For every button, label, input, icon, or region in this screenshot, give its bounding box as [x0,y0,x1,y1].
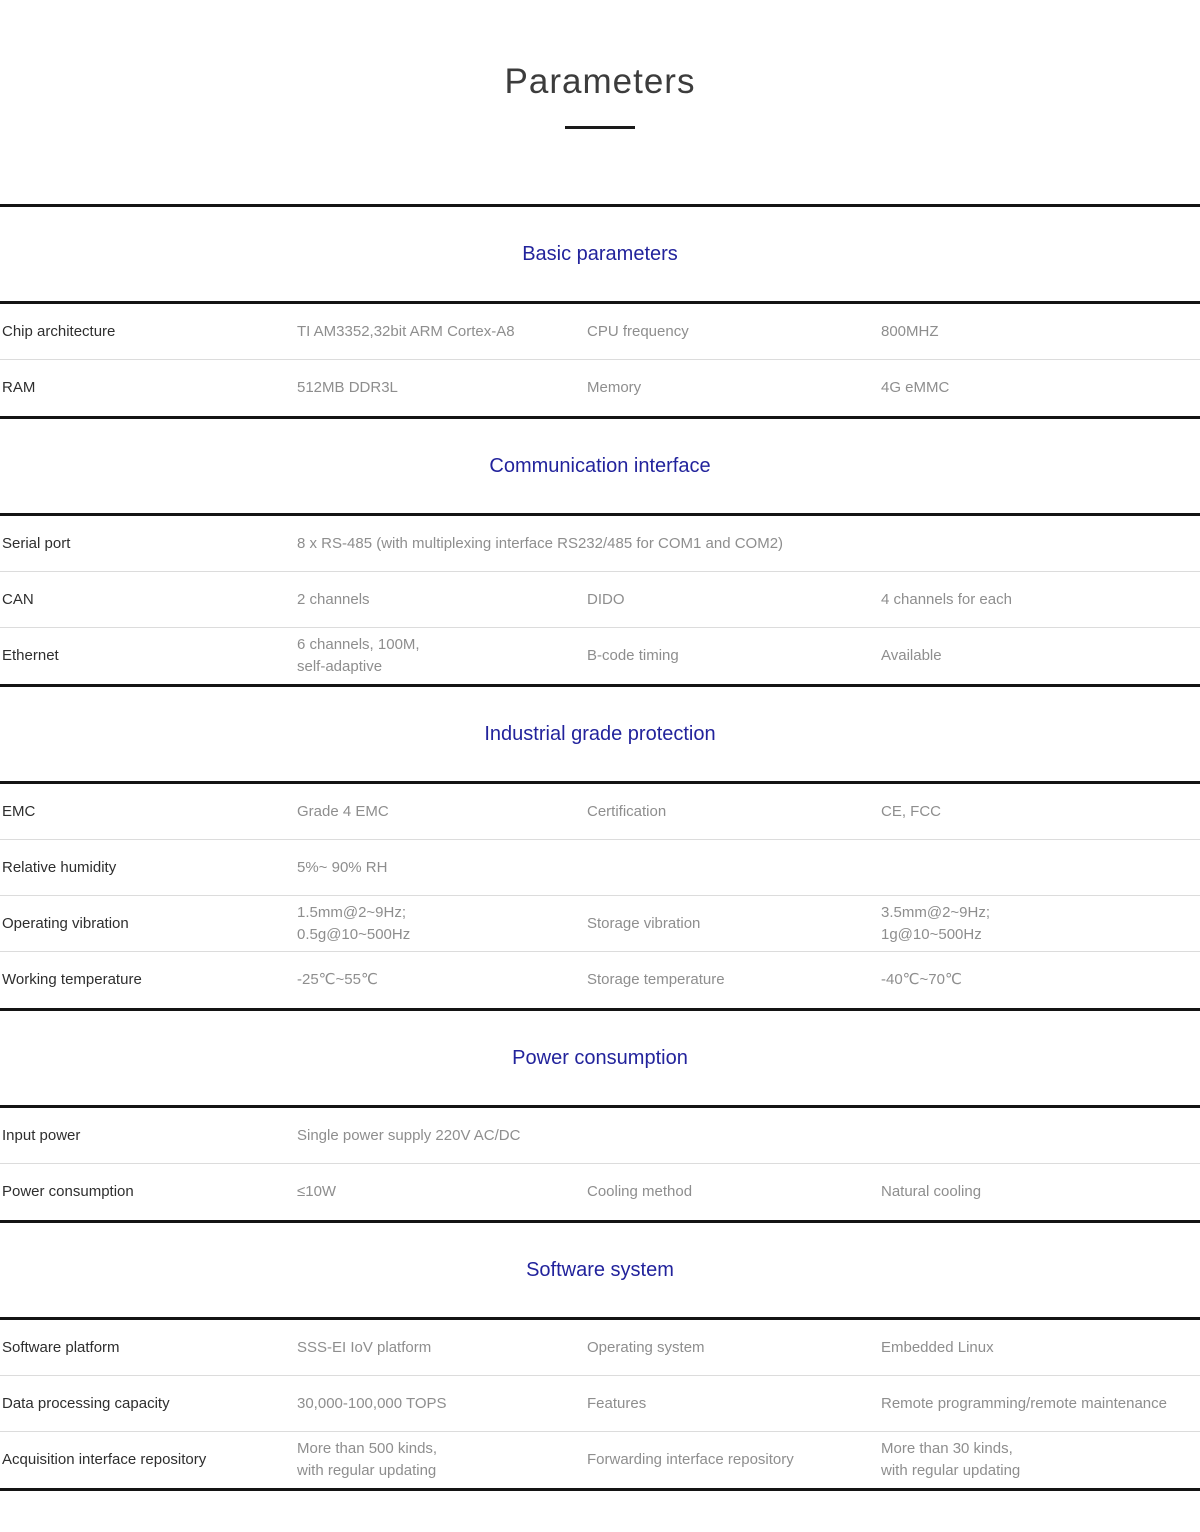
param-value: -25℃~55℃ [297,971,378,988]
table-row: EMC Grade 4 EMC Certification CE, FCC [0,784,1200,840]
param-value: More than 500 kinds, with regular updati… [297,1440,438,1479]
page-title: Parameters [504,62,696,101]
param-value: CPU frequency [587,322,689,340]
param-value: CE, FCC [881,802,941,820]
param-value: Single power supply 220V AC/DC [297,1126,521,1144]
param-label: Working temperature [2,971,142,988]
param-value: TI AM3352,32bit ARM Cortex-A8 [297,322,515,340]
param-value: B-code timing [587,647,679,664]
table-row: RAM 512MB DDR3L Memory 4G eMMC [0,360,1200,416]
param-value: Certification [587,802,667,820]
table-row: Chip architecture TI AM3352,32bit ARM Cor… [0,304,1200,360]
spec-table-software-system: Software platform SSS-EI IoV platform Oper… [0,1317,1200,1491]
param-value: 800MHZ [881,322,939,340]
spec-table-industrial-grade-protection: EMC Grade 4 EMC Certification CE, FCC Relati… [0,781,1200,1011]
param-value: ≤10W [297,1183,337,1200]
section-heading-basic-parameters: Basic parameters [522,242,678,265]
table-row: Data processing capacity 30,000-100,000 T… [0,1376,1200,1432]
table-row: Relative humidity 5%~ 90% RH [0,840,1200,896]
param-value: Embedded Linux [881,1338,994,1356]
top-divider [0,204,1200,207]
param-value: Available [881,647,942,664]
param-value: 4G eMMC [881,379,950,396]
table-row: CAN 2 channels DIDO 4 channels for each [0,572,1200,628]
param-label: RAM [2,379,36,396]
param-value: Features [587,1394,647,1412]
param-label: Relative humidity [2,858,117,876]
section-industrial-grade-protection: Industrial grade protection EMC Grade 4 EM… [0,687,1200,1011]
table-row: Software platform SSS-EI IoV platform Oper… [0,1320,1200,1376]
param-label: EMC [2,802,36,820]
param-label: Input power [2,1126,81,1144]
param-value: DIDO [587,590,625,608]
title-underline [565,126,635,129]
param-value: 30,000-100,000 TOPS [297,1394,447,1412]
param-label: CAN [2,590,34,608]
param-value: Storage temperature [587,971,725,988]
table-row: Acquisition interface repository More tha… [0,1432,1200,1488]
param-value: 3.5mm@2~9Hz; 1g@10~500Hz [881,903,991,943]
section-software-system: Software system Software platform SSS-EI I… [0,1223,1200,1491]
param-value: 8 x RS-485 (with multiplexing interface … [297,534,784,552]
param-value: Remote programming/remote maintenance [881,1394,1167,1412]
param-label: Power consumption [2,1183,134,1200]
param-value: Operating system [587,1338,705,1356]
param-label: Chip architecture [2,322,116,340]
param-value: More than 30 kinds, with regular updatin… [881,1440,1021,1479]
spec-sections: Basic parameters Chip architecture TI AM33… [0,207,1200,1491]
param-label: Operating vibration [2,914,129,932]
param-value: 4 channels for each [881,590,1012,608]
section-communication-interface: Communication interface Serial port 8 x RS… [0,419,1200,687]
param-value: Cooling method [587,1183,693,1200]
table-row: Working temperature -25℃~55℃ Storage tempe… [0,952,1200,1008]
param-value: 5%~ 90% RH [297,858,388,876]
param-label: Ethernet [2,647,59,664]
param-value: Forwarding interface repository [587,1451,794,1468]
param-value: 512MB DDR3L [297,379,398,396]
param-label: Acquisition interface repository [2,1451,207,1468]
section-heading-communication-interface: Communication interface [489,454,711,477]
spec-table-basic-parameters: Chip architecture TI AM3352,32bit ARM Cor… [0,301,1200,419]
table-row: Power consumption ≤10W Cooling method Natur… [0,1164,1200,1220]
title-block: Parameters [0,0,1200,129]
param-value: SSS-EI IoV platform [297,1338,432,1356]
param-value: Grade 4 EMC [297,802,389,820]
param-value: 1.5mm@2~9Hz; 0.5g@10~500Hz [297,903,411,943]
param-value: -40℃~70℃ [881,971,962,988]
param-label: Data processing capacity [2,1394,170,1412]
section-basic-parameters: Basic parameters Chip architecture TI AM33… [0,207,1200,419]
param-value: 2 channels [297,590,370,608]
table-row: Ethernet 6 channels, 100M, self-adaptive B… [0,628,1200,684]
section-heading-software-system: Software system [526,1258,674,1281]
section-heading-power-consumption: Power consumption [512,1046,688,1069]
param-label: Serial port [2,534,71,552]
param-value: Memory [587,379,642,396]
param-label: Software platform [2,1338,120,1356]
param-value: Natural cooling [881,1183,982,1200]
section-heading-industrial-grade-protection: Industrial grade protection [484,722,716,745]
param-value: 6 channels, 100M, self-adaptive [297,636,420,675]
param-value: Storage vibration [587,914,701,932]
spec-table-power-consumption: Input power Single power supply 220V AC/D… [0,1105,1200,1223]
section-power-consumption: Power consumption Input power Single power… [0,1011,1200,1223]
spec-table-communication-interface: Serial port 8 x RS-485 (with multiplexing… [0,513,1200,687]
table-row: Input power Single power supply 220V AC/D… [0,1108,1200,1164]
table-row: Operating vibration 1.5mm@2~9Hz; 0.5g@10~… [0,896,1200,952]
table-row: Serial port 8 x RS-485 (with multiplexing… [0,516,1200,572]
